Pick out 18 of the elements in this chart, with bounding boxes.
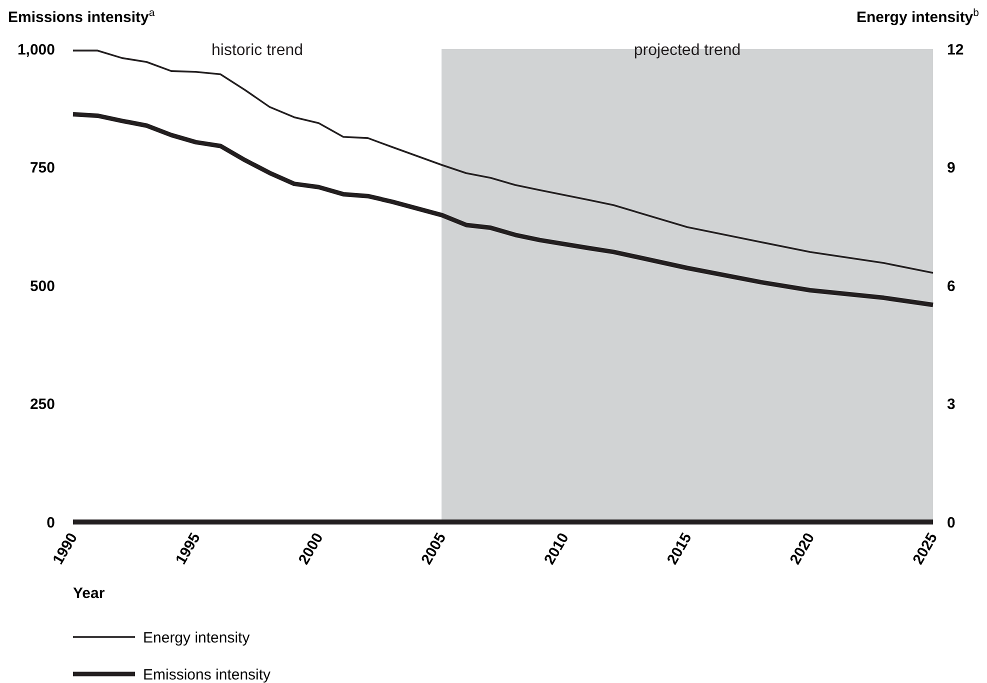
y-axis-title: Emissions intensity$^{a}$ (8, 7, 155, 26)
y2-axis-title: Energy intensity$^{b}$ (856, 7, 980, 26)
legend-label: Energy intensity (143, 629, 250, 646)
y-tick-label: 1,000 (17, 41, 55, 58)
y2-tick-label: 3 (947, 396, 956, 413)
y-tick-label: 0 (46, 514, 55, 532)
y2-tick-label: 6 (947, 278, 956, 295)
band-label: projected trend (634, 42, 741, 59)
y-tick-label: 750 (30, 160, 55, 176)
y-tick-label: 250 (30, 396, 55, 413)
y-tick-label: 500 (30, 278, 55, 295)
legend-label: Emissions intensity (143, 666, 272, 683)
y2-tick-label: 0 (947, 514, 956, 532)
x-axis-title: Year (73, 585, 105, 602)
y2-tick-label: 12 (947, 41, 964, 58)
y2-tick-label: 9 (947, 160, 956, 176)
line-series (70, 112, 936, 308)
annotation: historic trend (211, 42, 304, 59)
